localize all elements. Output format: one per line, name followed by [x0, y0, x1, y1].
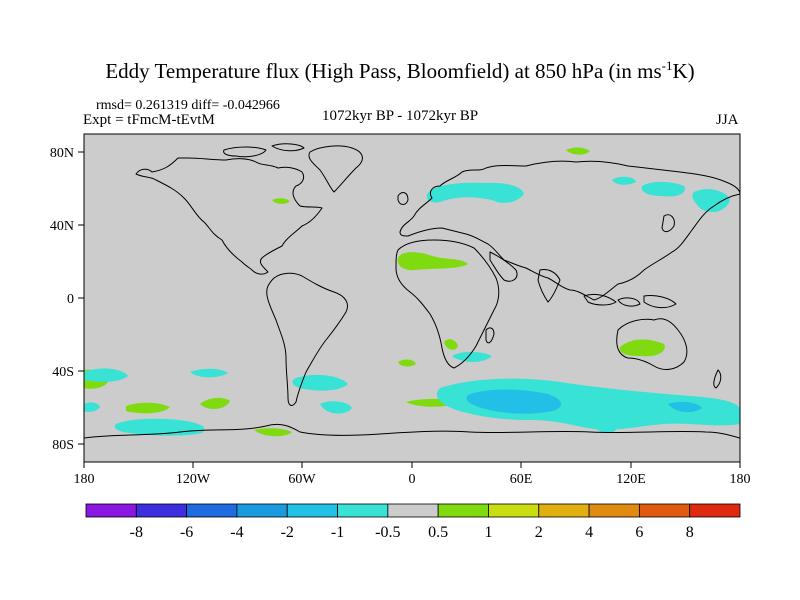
positive-anomaly-patch [254, 428, 292, 437]
coastline-south-america [266, 272, 348, 406]
colorbar-label: 8 [686, 524, 694, 541]
stats-text: rmsd= 0.261319 diff= -0.042966 [96, 98, 280, 113]
coastline-japan [661, 214, 675, 233]
colorbar-swatch [538, 503, 590, 518]
colorbar-label: -2 [281, 524, 294, 541]
coastline-arctic-islands [223, 143, 305, 158]
coastline-arabia [489, 251, 518, 282]
latitude-labels: 80N 40N 0 40S 80S [50, 146, 74, 453]
lon-label-120w: 120W [176, 472, 211, 487]
colorbar-label: 1 [484, 524, 492, 541]
season-label: JJA [716, 112, 739, 128]
colorbar-label: 4 [585, 524, 593, 541]
negative-anomaly-patch [84, 368, 128, 382]
coastline-new-zealand [713, 369, 722, 389]
negative-anomaly-patch [84, 402, 100, 412]
colorbar-swatch [85, 503, 137, 518]
negative-anomaly-patch [668, 401, 702, 413]
positive-anomaly-patch [272, 198, 290, 204]
lon-label-180e: 180 [730, 472, 751, 487]
coastline-antarctica [83, 423, 741, 439]
coastline-eurasia [399, 160, 741, 301]
colorbar-swatch [286, 503, 338, 518]
coastline-madagascar [485, 327, 495, 344]
lat-label-40s: 40S [52, 365, 74, 380]
colorbar-swatch [689, 503, 741, 518]
colorbar-label: -6 [180, 524, 193, 541]
coastline-australia [616, 318, 688, 370]
negative-anomaly-patch [426, 182, 524, 203]
negative-anomaly-patch [190, 368, 228, 378]
positive-anomaly-patch [566, 147, 590, 155]
longitude-labels: 180 120W 60W 0 60E 120E 180 [74, 472, 751, 487]
coastlines [83, 143, 741, 439]
lon-label-120e: 120E [616, 472, 646, 487]
lat-label-80s: 80S [52, 438, 74, 453]
lat-label-40n: 40N [50, 219, 74, 234]
positive-anomaly-patch [200, 397, 230, 410]
coastline-north-america [135, 157, 323, 275]
negative-anomaly-patch [692, 189, 730, 213]
colorbar [85, 503, 741, 518]
colorbar-swatch [236, 503, 288, 518]
positive-anomaly-patch [397, 252, 468, 271]
negative-anomaly-patch [612, 176, 636, 185]
lon-label-60w: 60W [288, 472, 316, 487]
positive-anomaly-patch [619, 339, 665, 357]
colorbar-swatch [437, 503, 489, 518]
positive-anomaly-patch [444, 339, 458, 350]
lon-label-60e: 60E [510, 472, 533, 487]
positive-anomaly-patch [398, 359, 416, 367]
colorbar-label: -1 [331, 524, 344, 541]
colorbar-swatch [135, 503, 188, 518]
coastline-indonesia [583, 293, 677, 309]
experiment-label: Expt = tFmcM-tEvtM [83, 112, 215, 128]
axis-ticks [78, 151, 741, 468]
coastline-greenland [308, 145, 363, 193]
colorbar-label: 0.5 [428, 524, 448, 541]
lon-label-180w: 180 [74, 472, 95, 487]
coastline-india [537, 269, 561, 303]
colorbar-label: -8 [130, 524, 143, 541]
negative-anomaly-patch [292, 374, 348, 391]
positive-anomaly-patch [126, 402, 170, 414]
plot-title: Eddy Temperature flux (High Pass, Bloomf… [105, 58, 695, 83]
colorbar-label: -4 [230, 524, 243, 541]
lat-label-80n: 80N [50, 146, 74, 161]
colorbar-label: 6 [635, 524, 643, 541]
coastline-africa [395, 239, 500, 369]
colorbar-swatch [588, 503, 640, 518]
period-label: 1072kyr BP - 1072kyr BP [322, 108, 479, 124]
lon-label-0: 0 [409, 472, 416, 487]
coastline-british-isles [397, 192, 409, 205]
colorbar-swatch [638, 503, 691, 518]
lat-label-0: 0 [67, 292, 74, 307]
colorbar-swatch [387, 503, 439, 518]
colorbar-label: -0.5 [375, 524, 400, 541]
negative-anomaly-patch [596, 425, 616, 433]
negative-anomaly-patch [320, 401, 352, 414]
negative-anomaly-patch [452, 351, 492, 362]
colorbar-swatch [186, 503, 238, 518]
colorbar-swatch [488, 503, 540, 518]
negative-anomaly-patch [466, 389, 562, 414]
anomaly-fields [84, 147, 740, 437]
colorbar-swatch [337, 503, 389, 518]
colorbar-label: 2 [535, 524, 543, 541]
colorbar-labels: -8 -6 -4 -2 -1 -0.5 0.5 1 2 4 6 8 [130, 524, 694, 541]
negative-anomaly-patch [641, 181, 685, 197]
